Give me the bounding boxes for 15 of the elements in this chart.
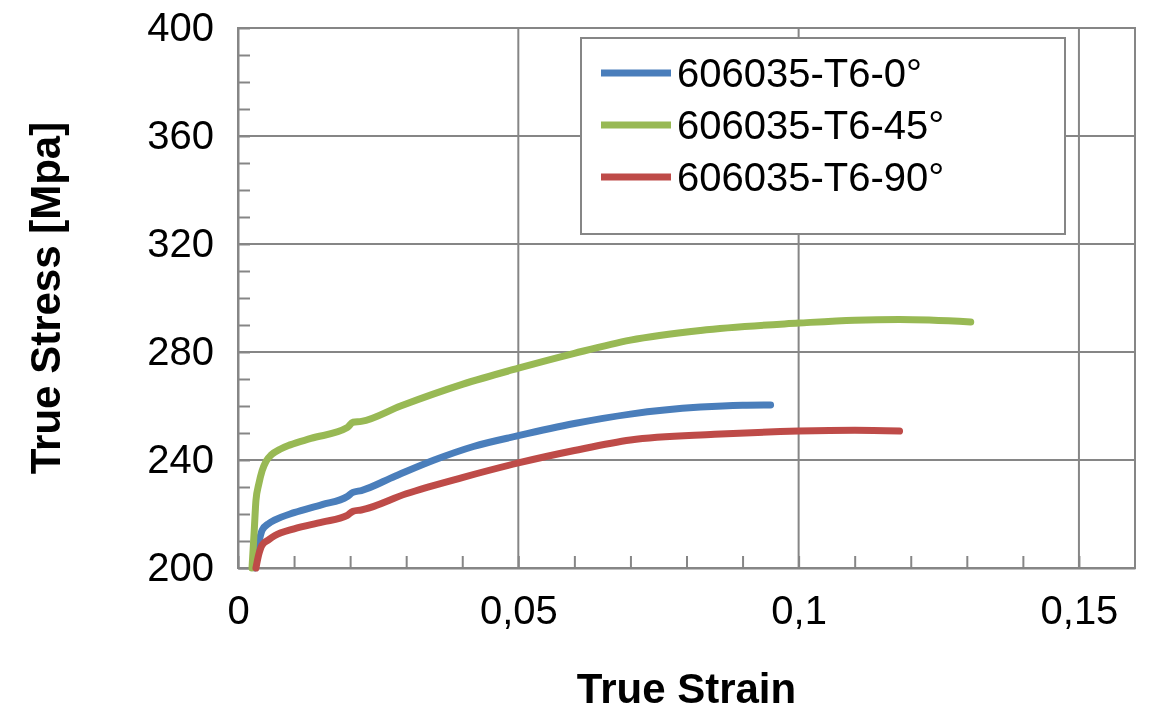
y-tick-label: 200: [147, 545, 214, 590]
x-tick-label: 0,1: [771, 588, 827, 633]
x-tick-label: 0,05: [479, 588, 558, 633]
x-tick-label: 0,15: [1040, 588, 1119, 633]
x-tick-label: 0: [227, 588, 250, 633]
x-axis-title: True Strain: [576, 665, 797, 712]
legend-label: 606035-T6-90°: [677, 155, 945, 199]
y-tick-label: 280: [147, 329, 214, 374]
legend-label: 606035-T6-45°: [677, 103, 945, 147]
y-tick-label: 400: [147, 5, 214, 50]
y-tick-label: 360: [147, 113, 214, 158]
y-tick-label: 240: [147, 437, 214, 482]
y-tick-label: 320: [147, 221, 214, 266]
legend-label: 606035-T6-0°: [677, 51, 923, 95]
y-axis-title: True Stress [Mpa]: [22, 121, 69, 475]
